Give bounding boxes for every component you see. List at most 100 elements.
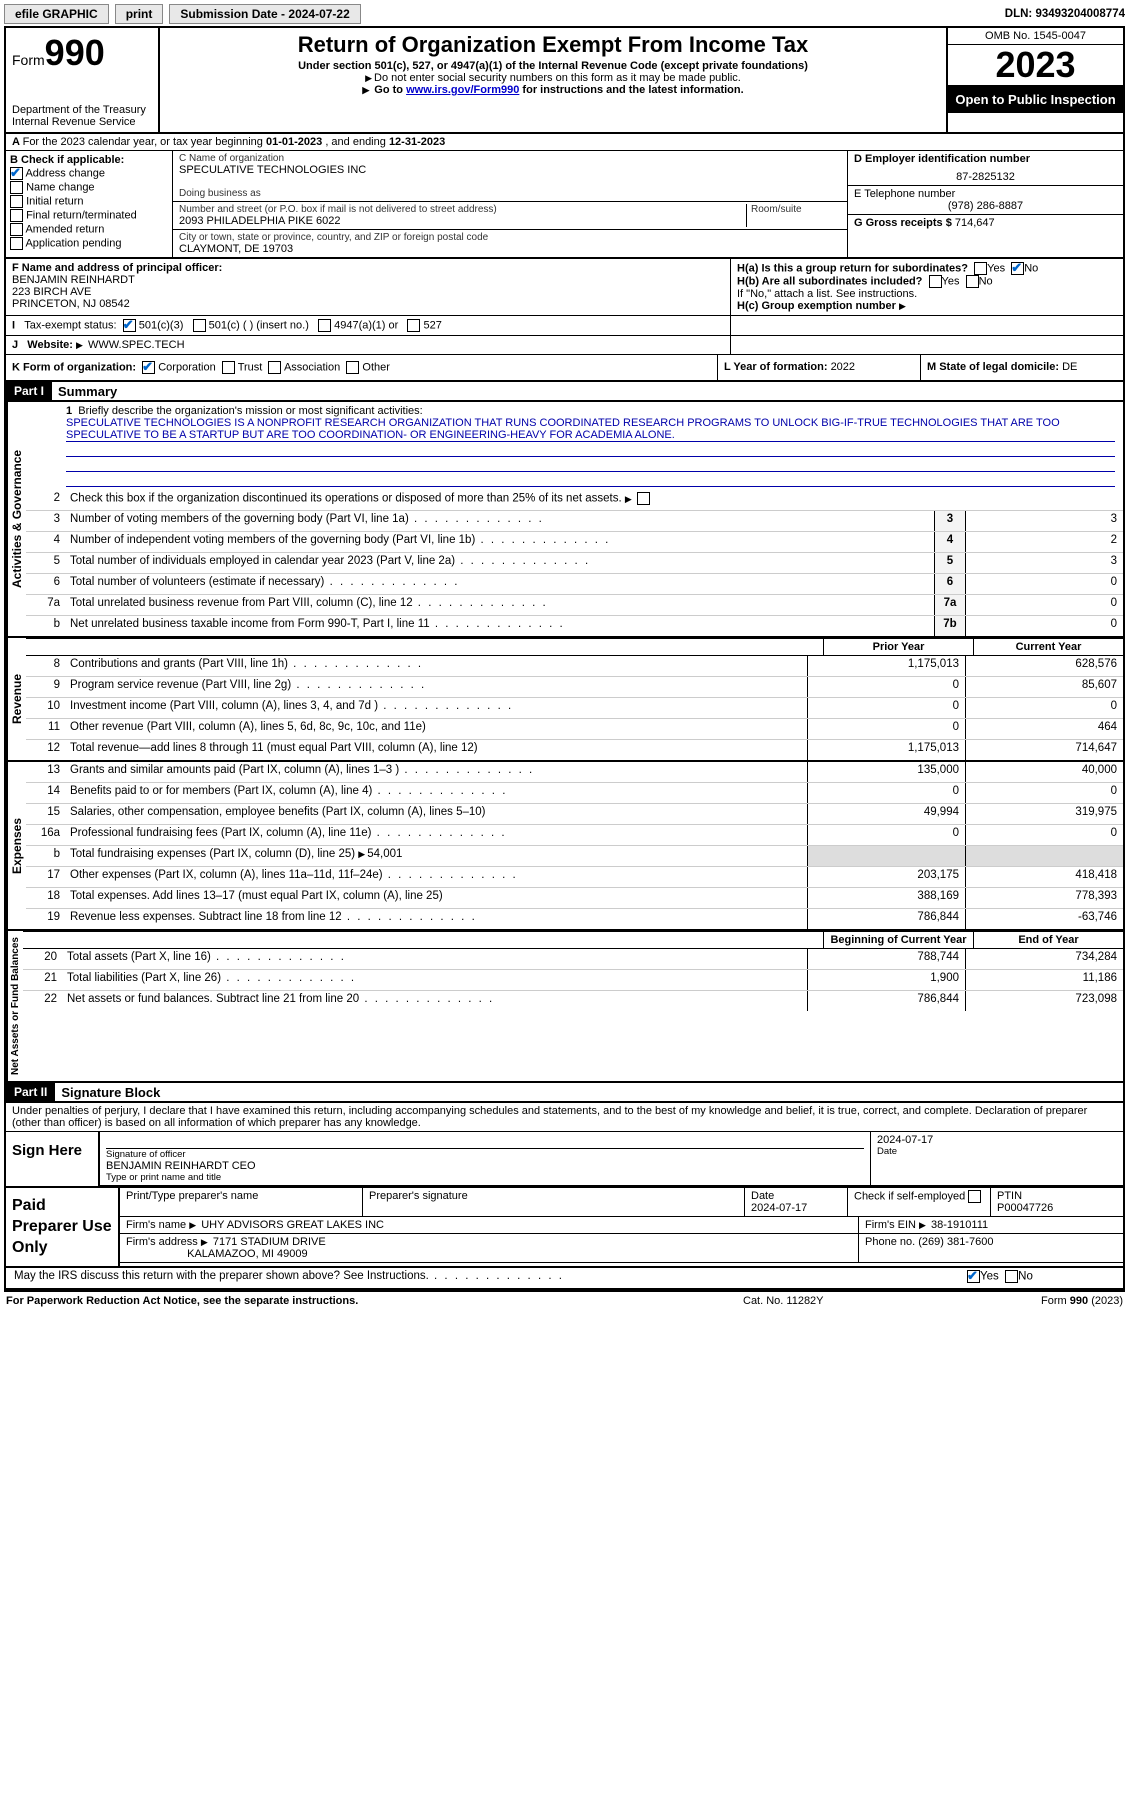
- sig-date: 2024-07-17: [877, 1134, 1117, 1146]
- dln-label: DLN:: [1005, 8, 1036, 20]
- cb-assoc[interactable]: [268, 361, 281, 374]
- l15-text: Salaries, other compensation, employee b…: [66, 804, 807, 824]
- mission-blank1: [66, 442, 1115, 457]
- efile-button[interactable]: efile GRAPHIC: [4, 4, 109, 24]
- top-toolbar: efile GRAPHIC print Submission Date - 20…: [4, 4, 1125, 24]
- k-other: Other: [362, 361, 390, 373]
- subtitle-1: Under section 501(c), 527, or 4947(a)(1)…: [166, 60, 940, 72]
- discuss-no-cb[interactable]: [1005, 1270, 1018, 1283]
- l16a-prior: 0: [807, 825, 965, 845]
- l12-prior: 1,175,013: [807, 740, 965, 760]
- prep-self-cb[interactable]: [968, 1190, 981, 1203]
- discuss-text: May the IRS discuss this return with the…: [14, 1270, 429, 1282]
- section-revenue: Revenue Prior YearCurrent Year 8Contribu…: [6, 638, 1123, 762]
- dln-field: DLN: 93493204008774: [1005, 8, 1125, 20]
- print-button[interactable]: print: [115, 4, 164, 24]
- form-title: Return of Organization Exempt From Incom…: [166, 32, 940, 58]
- cb-address-change[interactable]: Address change: [10, 167, 168, 180]
- cb-corp[interactable]: [142, 361, 155, 374]
- l14-prior: 0: [807, 783, 965, 803]
- l17-prior: 203,175: [807, 867, 965, 887]
- l18-text: Total expenses. Add lines 13–17 (must eq…: [66, 888, 807, 908]
- l19-text: Revenue less expenses. Subtract line 18 …: [66, 909, 807, 929]
- row-k-l-m: K Form of organization: Corporation Trus…: [6, 355, 1123, 382]
- prep-sig-label: Preparer's signature: [369, 1190, 738, 1202]
- cb-501c3[interactable]: [123, 319, 136, 332]
- ptin-label: PTIN: [997, 1190, 1117, 1202]
- mission-blank3: [66, 472, 1115, 487]
- cb-other[interactable]: [346, 361, 359, 374]
- hb-no-cb[interactable]: [966, 275, 979, 288]
- cb-app-pending[interactable]: Application pending: [10, 237, 168, 250]
- ha-label: H(a) Is this a group return for subordin…: [737, 262, 968, 274]
- i-label: Tax-exempt status:: [24, 319, 116, 331]
- k-assoc: Association: [284, 361, 340, 373]
- part2-badge: Part II: [6, 1083, 55, 1101]
- part-1-header: Part I Summary: [6, 382, 1123, 402]
- col-end: End of Year: [973, 932, 1123, 948]
- phone-label: E Telephone number: [854, 188, 1117, 200]
- cb-501c[interactable]: [193, 319, 206, 332]
- room-label: Room/suite: [751, 204, 841, 215]
- f-label: F Name and address of principal officer:: [12, 262, 222, 274]
- ha-no-cb[interactable]: [1011, 262, 1024, 275]
- omb-number: OMB No. 1545-0047: [948, 28, 1123, 45]
- sig-officer-label: Signature of officer: [106, 1149, 864, 1160]
- l16a-text: Professional fundraising fees (Part IX, …: [66, 825, 807, 845]
- cb-527[interactable]: [407, 319, 420, 332]
- ha-yes-cb[interactable]: [974, 262, 987, 275]
- l7a-val: 0: [965, 595, 1123, 615]
- discuss-no: No: [1018, 1271, 1033, 1283]
- cb-initial-return[interactable]: Initial return: [10, 195, 168, 208]
- l4-val: 2: [965, 532, 1123, 552]
- k-corp: Corporation: [158, 361, 215, 373]
- l17-text: Other expenses (Part IX, column (A), lin…: [66, 867, 807, 887]
- goto-post: for instructions and the latest informat…: [519, 84, 743, 96]
- prep-date-label: Date: [751, 1190, 841, 1202]
- l9-prior: 0: [807, 677, 965, 697]
- side-expenses: Expenses: [6, 762, 26, 929]
- discuss-row: May the IRS discuss this return with the…: [6, 1268, 1123, 1290]
- side-net-assets: Net Assets or Fund Balances: [6, 931, 23, 1081]
- l10-curr: 0: [965, 698, 1123, 718]
- hb-yes-cb[interactable]: [929, 275, 942, 288]
- k-label: K Form of organization:: [12, 361, 136, 373]
- k-trust: Trust: [238, 361, 263, 373]
- l21-text: Total liabilities (Part X, line 26): [63, 970, 807, 990]
- column-b-checkboxes: B Check if applicable: Address change Na…: [6, 151, 173, 257]
- l20-curr: 734,284: [965, 949, 1123, 969]
- col-prior: Prior Year: [823, 639, 973, 655]
- gross-label: G Gross receipts $: [854, 217, 955, 229]
- hb-label: H(b) Are all subordinates included?: [737, 275, 922, 287]
- l2-cb[interactable]: [637, 492, 650, 505]
- l14-curr: 0: [965, 783, 1123, 803]
- l20-text: Total assets (Part X, line 16): [63, 949, 807, 969]
- ha-yes: Yes: [987, 262, 1005, 274]
- discuss-yes-cb[interactable]: [967, 1270, 980, 1283]
- cb-4947[interactable]: [318, 319, 331, 332]
- l5-val: 3: [965, 553, 1123, 573]
- phone-value: (978) 286-8887: [854, 200, 1117, 212]
- irs-link[interactable]: www.irs.gov/Form990: [406, 84, 519, 96]
- l21-curr: 11,186: [965, 970, 1123, 990]
- firm-name: UHY ADVISORS GREAT LAKES INC: [201, 1219, 384, 1231]
- l19-prior: 786,844: [807, 909, 965, 929]
- col-begin: Beginning of Current Year: [823, 932, 973, 948]
- l20-prior: 788,744: [807, 949, 965, 969]
- goto-pre: Go to: [374, 84, 406, 96]
- l22-text: Net assets or fund balances. Subtract li…: [63, 991, 807, 1011]
- l15-prior: 49,994: [807, 804, 965, 824]
- form-container: Form990 Department of the Treasury Inter…: [4, 26, 1125, 1292]
- l13-prior: 135,000: [807, 762, 965, 782]
- cb-name-change[interactable]: Name change: [10, 181, 168, 194]
- cb-final-return[interactable]: Final return/terminated: [10, 209, 168, 222]
- hb-yes: Yes: [942, 275, 960, 287]
- footer-right: Form 990 (2023): [943, 1295, 1123, 1307]
- section-expenses: Expenses 13Grants and similar amounts pa…: [6, 762, 1123, 931]
- l11-curr: 464: [965, 719, 1123, 739]
- l6-val: 0: [965, 574, 1123, 594]
- ein-value: 87-2825132: [854, 165, 1117, 183]
- l5-text: Total number of individuals employed in …: [66, 553, 934, 573]
- cb-trust[interactable]: [222, 361, 235, 374]
- cb-amended[interactable]: Amended return: [10, 223, 168, 236]
